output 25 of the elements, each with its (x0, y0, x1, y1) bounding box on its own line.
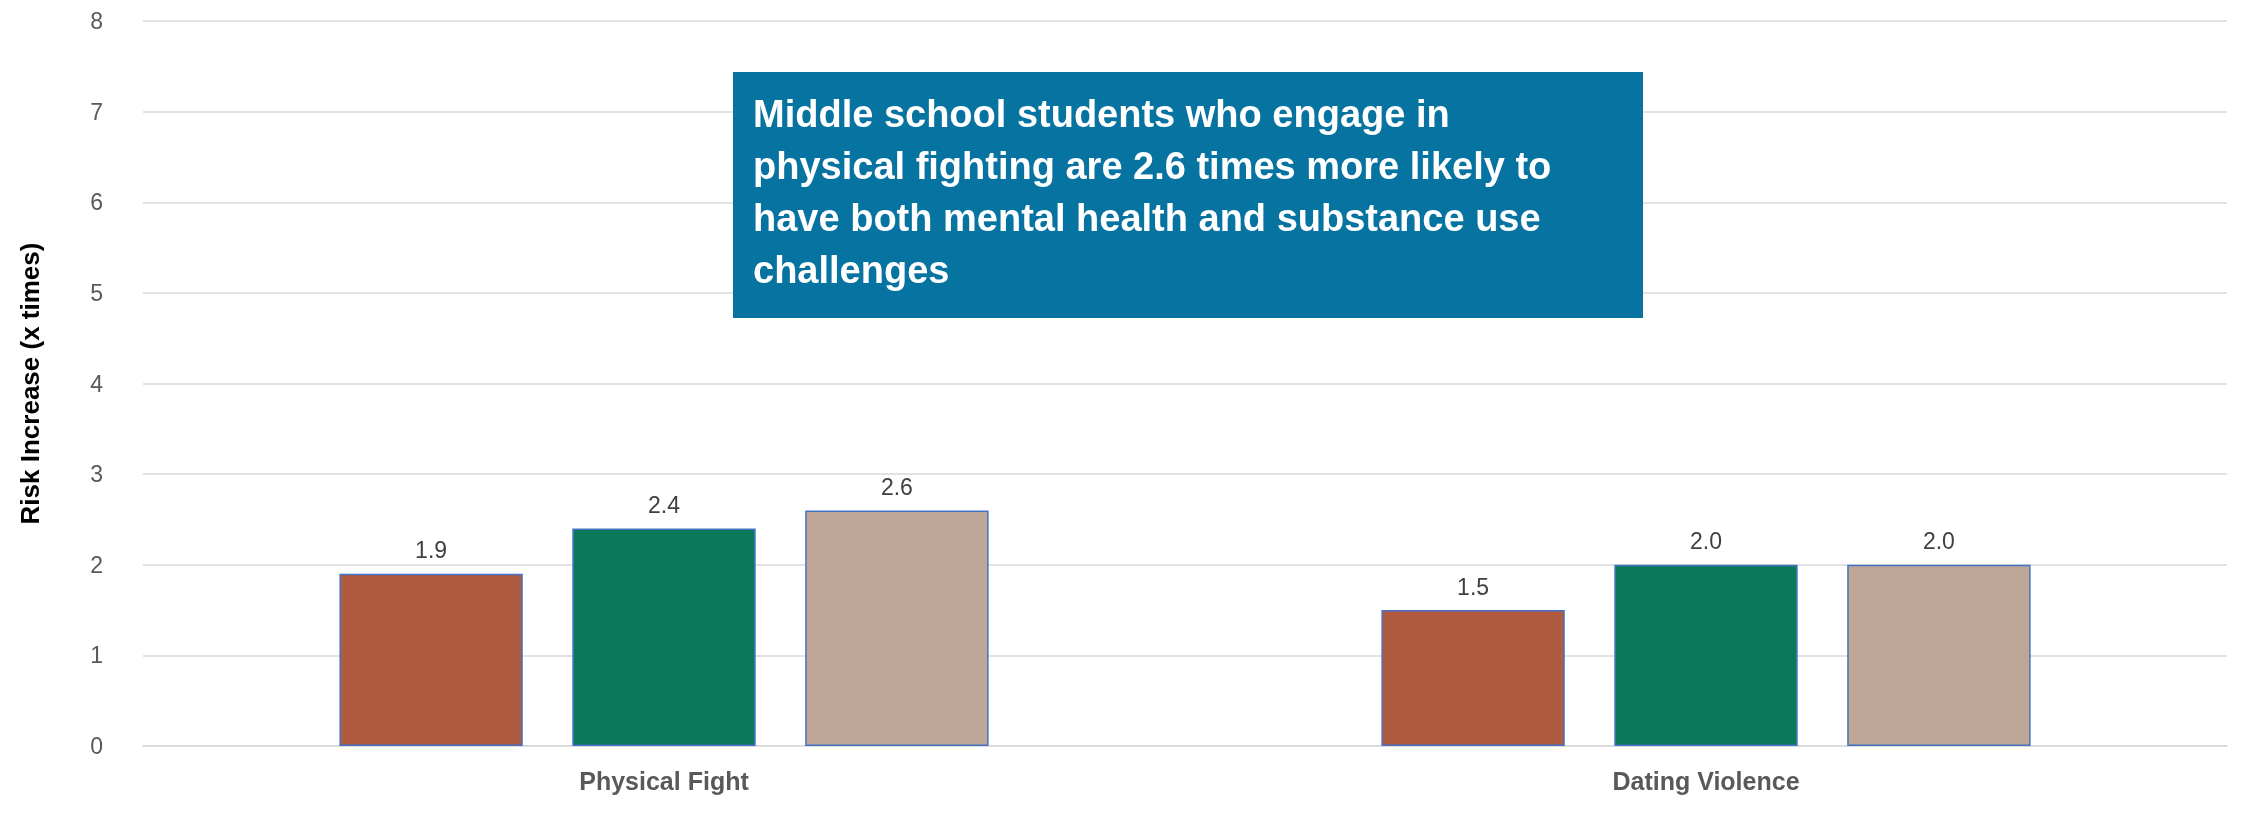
bar (1614, 564, 1798, 746)
data-label: 1.9 (415, 537, 448, 564)
y-tick-label: 0 (90, 733, 103, 759)
bar (1847, 564, 2031, 746)
data-label: 2.6 (880, 473, 913, 500)
y-axis-title: Risk Increase (x times) (15, 242, 45, 525)
data-label: 2.0 (1690, 528, 1722, 555)
bar (1381, 610, 1565, 746)
y-tick-label: 3 (90, 461, 103, 488)
data-label: 2.4 (648, 492, 681, 518)
y-tick-label: 1 (90, 642, 103, 669)
y-tick-label: 8 (90, 8, 103, 34)
x-tick-label: Physical Fight (579, 766, 750, 795)
bar (339, 573, 523, 746)
y-tick-label: 6 (90, 189, 103, 216)
data-label: 1.5 (1457, 573, 1490, 600)
bar (805, 510, 989, 746)
x-tick-label: Dating Violence (1612, 766, 1800, 795)
y-tick-label: 5 (90, 279, 103, 306)
annotation: Middle school students who engage in physical fighting are 2.6 times more likely to have both mental health and substance use challenges (753, 93, 1562, 291)
y-tick-label: 4 (90, 370, 104, 397)
y-tick-label: 7 (90, 98, 103, 125)
bar (572, 528, 756, 746)
y-tick-label: 2 (90, 551, 103, 578)
data-label: 2.0 (1922, 528, 1955, 555)
